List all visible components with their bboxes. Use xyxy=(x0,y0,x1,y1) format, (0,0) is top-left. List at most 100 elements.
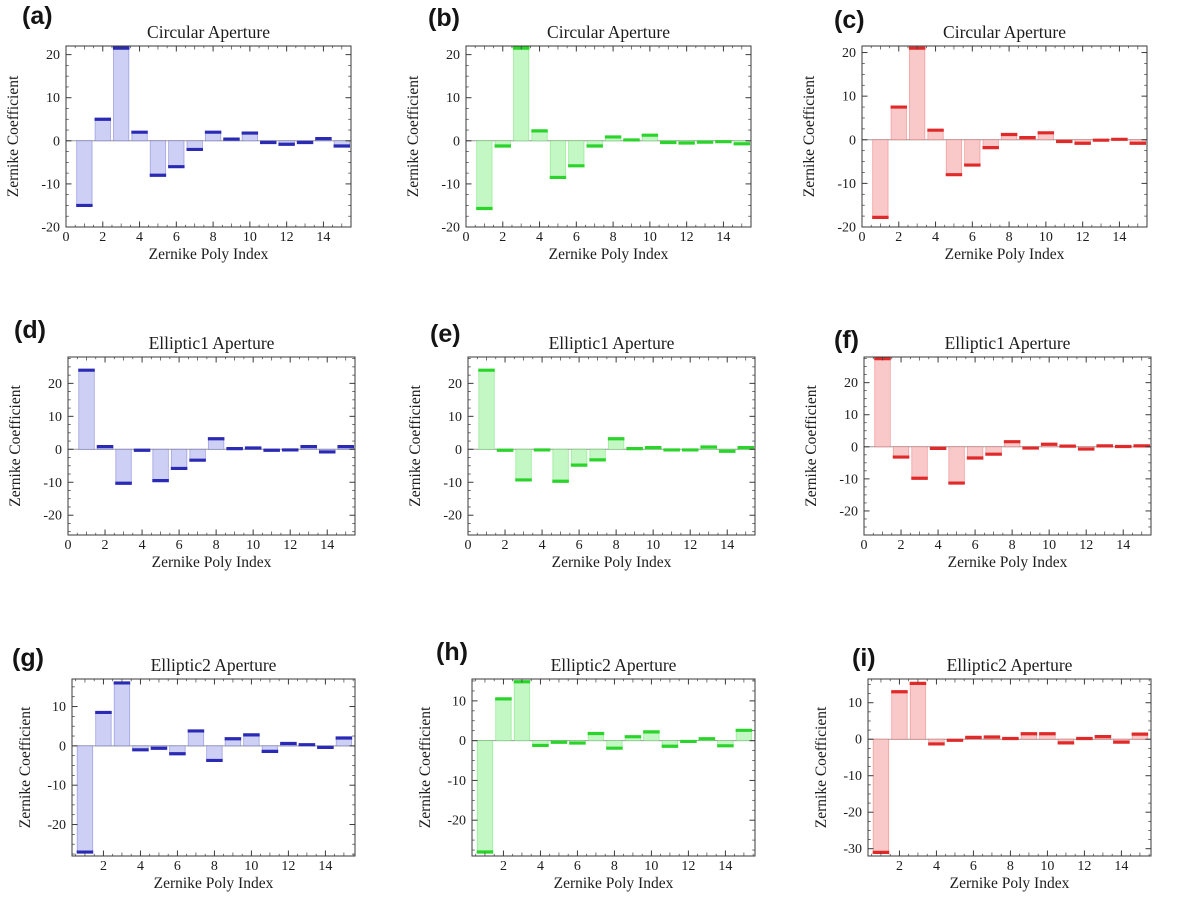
bar xyxy=(983,735,1001,740)
bar xyxy=(717,740,734,748)
bar xyxy=(1056,139,1073,144)
bar xyxy=(113,681,131,747)
bar xyxy=(735,728,753,742)
x-tick-label: 2 xyxy=(499,230,506,245)
x-tick-label: 6 xyxy=(574,859,581,874)
bar xyxy=(1094,735,1112,740)
chart-panel: (i) 2 4 6 8 10 12 14 -30 -20 -10 0 10 Elliptic2 Apert… xyxy=(796,600,1196,897)
bar xyxy=(1037,131,1055,141)
y-tick-label: -10 xyxy=(839,472,858,487)
y-tick-label: 10 xyxy=(842,90,856,105)
bar xyxy=(1003,440,1021,448)
y-tick-label: -10 xyxy=(447,774,466,789)
x-tick-label: 14 xyxy=(318,859,332,874)
bar xyxy=(570,448,588,467)
bar xyxy=(1002,736,1019,741)
x-tick-label: 4 xyxy=(539,538,546,553)
y-tick-label: -10 xyxy=(843,769,862,784)
bar xyxy=(94,117,111,142)
x-tick-label: 12 xyxy=(1076,230,1090,245)
x-tick-label: 14 xyxy=(718,859,732,874)
bar xyxy=(131,130,148,142)
zernike-bar-chart: 0 2 4 6 8 10 12 14 -20 -10 0 10 20 Circular Aperture Z… xyxy=(801,22,1148,263)
bar xyxy=(1092,138,1110,142)
x-tick-label: 2 xyxy=(100,859,107,874)
x-tick-label: 0 xyxy=(463,230,470,245)
bar xyxy=(911,446,928,480)
chart-title: Circular Aperture xyxy=(147,22,270,42)
x-axis-label: Zernike Poly Index xyxy=(948,554,1068,571)
bar xyxy=(643,730,660,742)
bar xyxy=(149,140,167,177)
zernike-bar-chart: 0 2 4 6 8 10 12 14 -20 -10 0 10 20 Elliptic1 Aperture… xyxy=(7,333,356,571)
bar xyxy=(335,736,353,747)
bar xyxy=(78,368,95,450)
bar xyxy=(512,46,530,142)
x-tick-label: 8 xyxy=(210,230,217,245)
bar xyxy=(476,740,494,854)
x-tick-label: 8 xyxy=(610,230,617,245)
y-axis-label: Zernike Coefficient xyxy=(801,75,818,197)
x-tick-label: 8 xyxy=(1007,859,1014,874)
panel-label: (f) xyxy=(834,326,859,354)
bar xyxy=(260,140,277,145)
x-tick-label: 6 xyxy=(972,538,979,553)
y-tick-label: 10 xyxy=(52,700,66,715)
bar xyxy=(112,46,130,142)
y-axis-label: Zernike Coefficient xyxy=(17,706,34,828)
bar xyxy=(1019,135,1036,141)
x-tick-label: 10 xyxy=(246,538,260,553)
bar xyxy=(206,745,223,763)
bar xyxy=(1129,139,1147,145)
y-tick-label: -30 xyxy=(843,842,862,857)
x-tick-label: 8 xyxy=(211,859,218,874)
bar xyxy=(678,140,695,145)
bar xyxy=(1020,732,1038,740)
chart-title: Circular Aperture xyxy=(943,22,1066,42)
y-tick-label: -20 xyxy=(839,504,858,519)
x-tick-label: 6 xyxy=(969,230,976,245)
bar xyxy=(513,680,531,742)
bar xyxy=(1057,738,1075,745)
x-tick-label: 6 xyxy=(174,859,181,874)
y-tick-label: 20 xyxy=(448,377,462,392)
x-tick-label: 12 xyxy=(680,230,694,245)
y-axis-label: Zernike Coefficient xyxy=(417,706,434,828)
bar xyxy=(515,448,532,482)
x-tick-label: 10 xyxy=(1040,859,1054,874)
y-tick-label: -20 xyxy=(441,221,460,236)
bar xyxy=(133,448,151,452)
bar xyxy=(495,697,512,742)
x-axis-label: Zernike Poly Index xyxy=(552,554,672,571)
y-tick-label: 10 xyxy=(48,410,62,425)
bar xyxy=(908,46,926,141)
bar xyxy=(95,710,112,747)
bar xyxy=(531,129,548,142)
y-tick-label: 20 xyxy=(46,48,60,63)
chart-panel: (b) 0 2 4 6 8 10 12 14 -20 -10 0 10 20 Circular Apertu… xyxy=(400,0,796,300)
bar xyxy=(132,745,149,752)
y-tick-label: -20 xyxy=(43,509,62,524)
bar xyxy=(115,448,132,485)
bar xyxy=(263,448,280,452)
zernike-bar-chart: 0 2 4 6 8 10 12 14 -20 -10 0 10 20 Elliptic1 Aperture… xyxy=(803,333,1152,571)
y-tick-label: 0 xyxy=(59,739,66,754)
panel-label: (d) xyxy=(14,316,46,344)
bar xyxy=(296,140,314,145)
bar xyxy=(496,448,514,452)
chart-panel: (d) 0 2 4 6 8 10 12 14 -20 -10 0 10 20 Elliptic1 Apert… xyxy=(0,300,400,600)
bar xyxy=(187,729,205,747)
y-tick-label: -10 xyxy=(43,476,62,491)
chart-panel: (h) 2 4 6 8 10 12 14 -20 -10 0 10 Elliptic2 Aperture… xyxy=(400,600,796,897)
y-tick-label: 10 xyxy=(848,696,862,711)
bar xyxy=(476,140,493,211)
bar xyxy=(945,139,963,177)
bar xyxy=(718,448,736,453)
plot-frame xyxy=(465,45,752,228)
bar xyxy=(315,137,332,142)
bar xyxy=(589,448,606,462)
bar xyxy=(226,447,243,451)
bar xyxy=(626,447,643,451)
bar xyxy=(948,446,965,485)
